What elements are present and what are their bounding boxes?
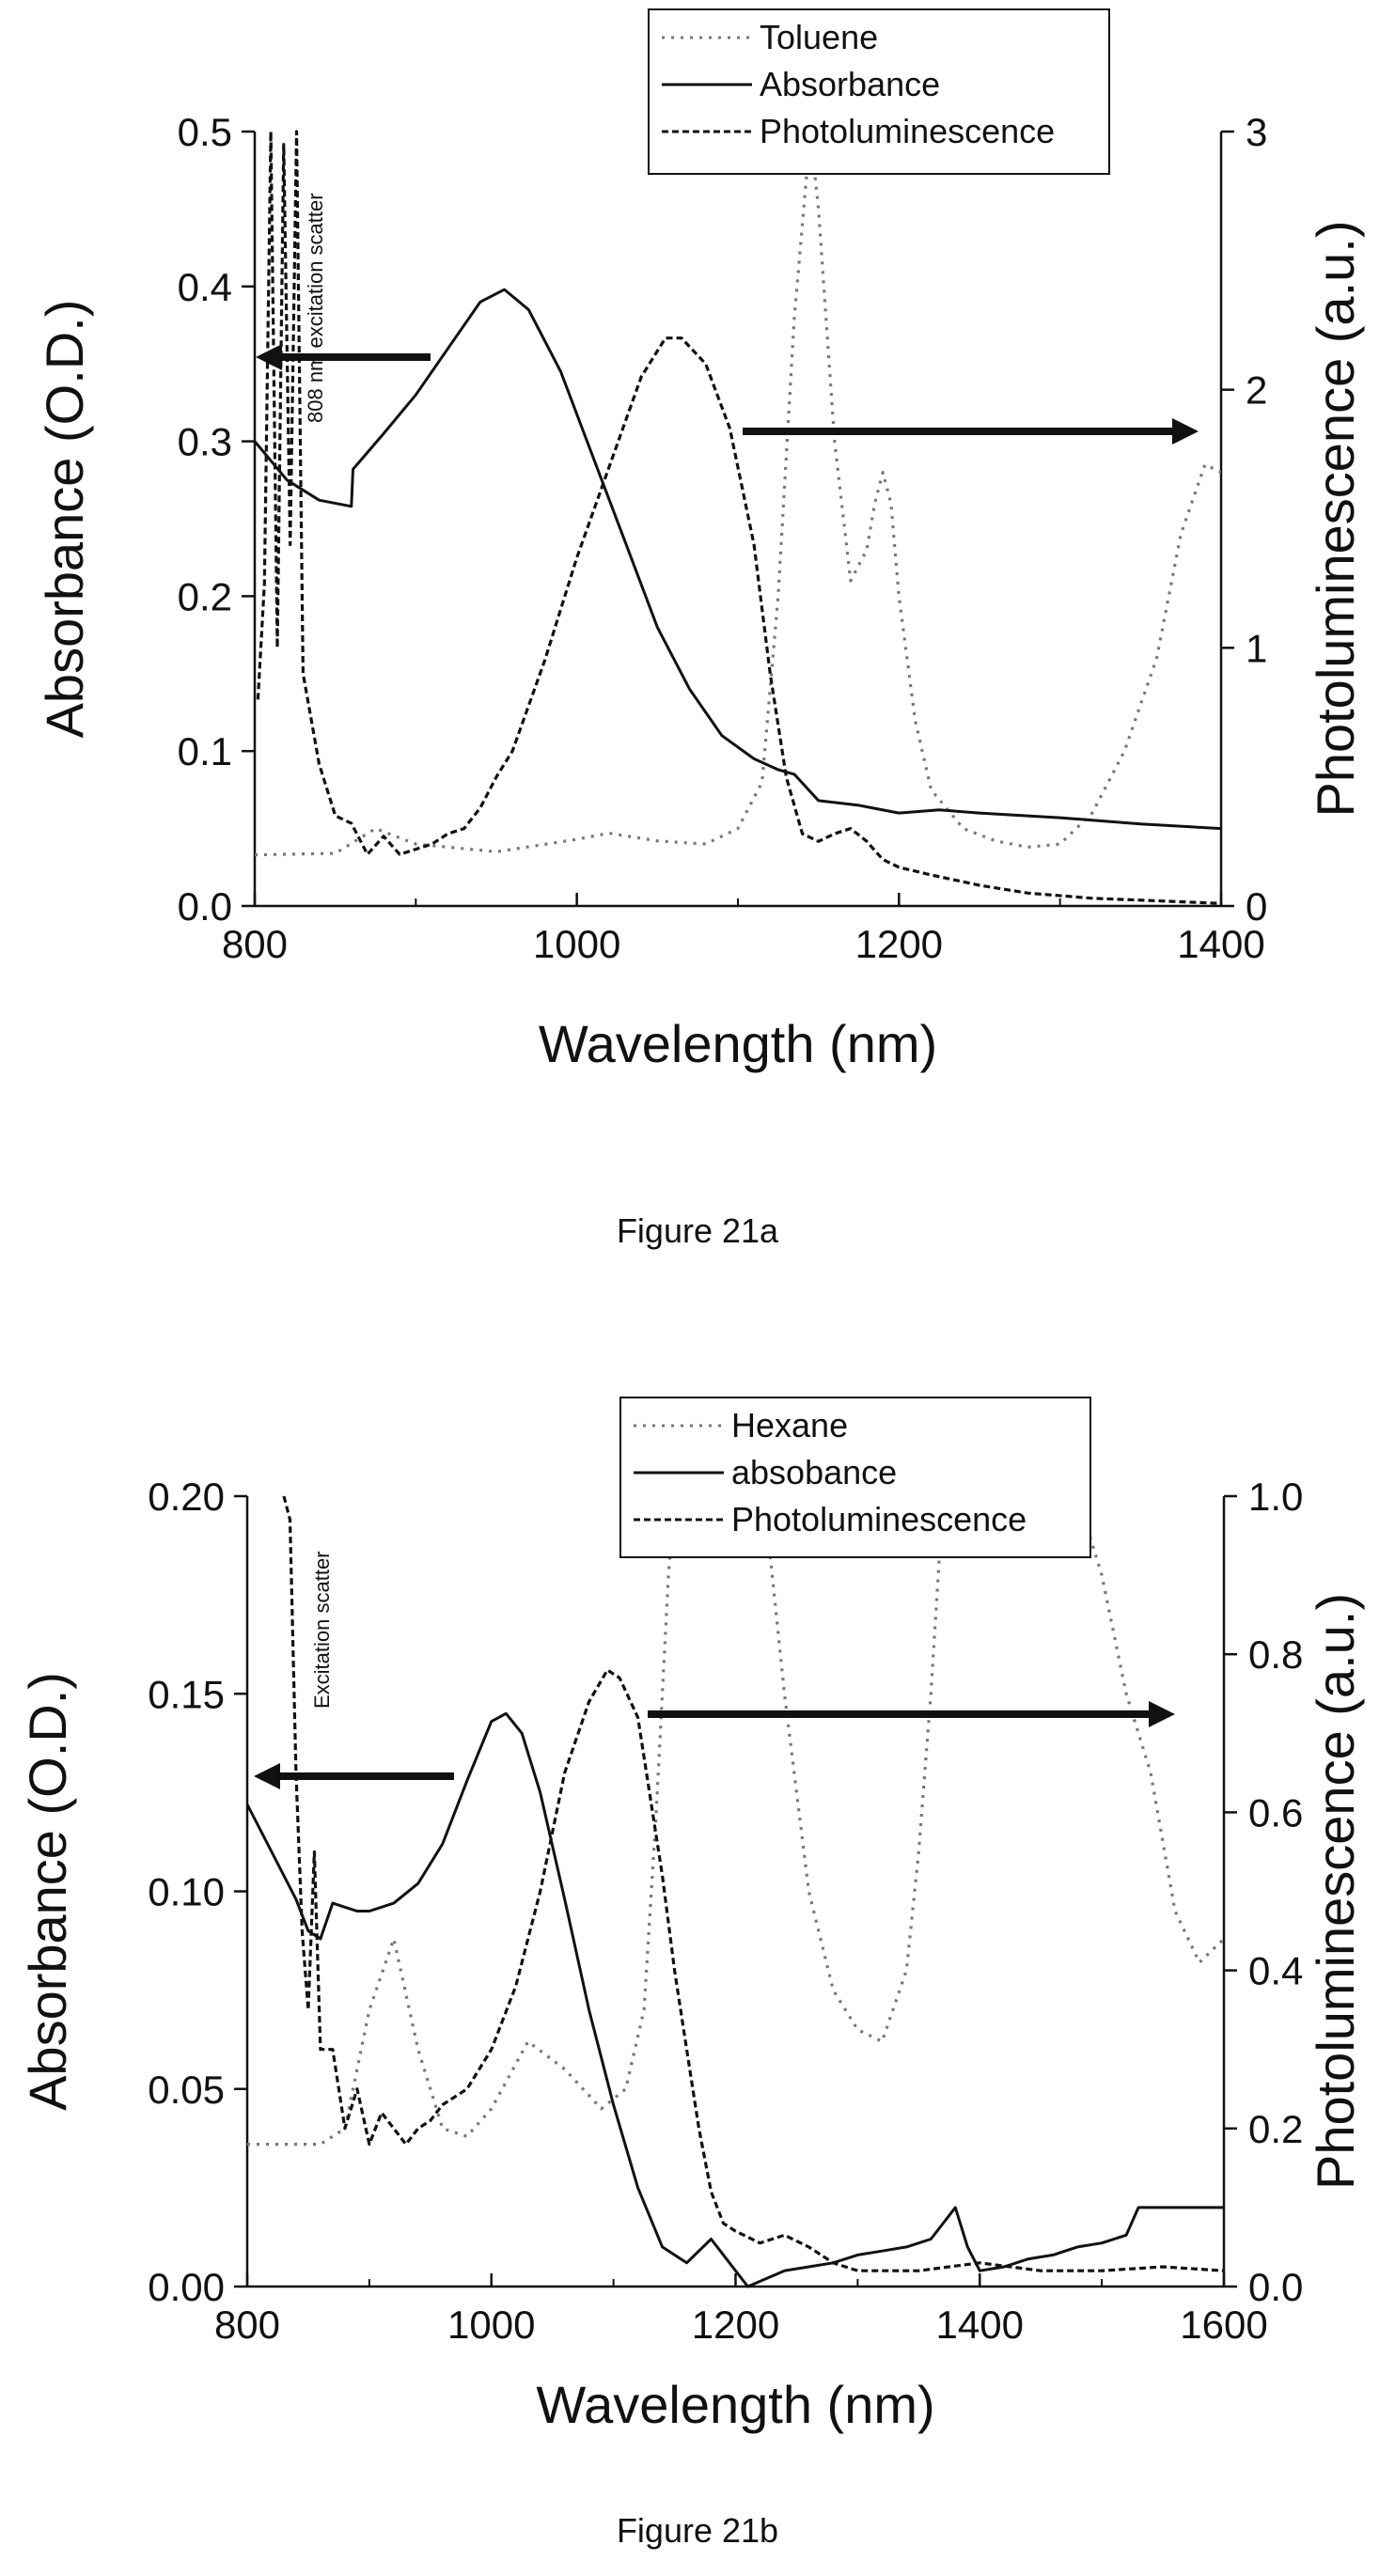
arrow-right-axis-head xyxy=(1149,1701,1175,1727)
y-tick-label-left: 0.10 xyxy=(148,1870,225,1914)
y-tick-label-left: 0.20 xyxy=(148,1475,225,1519)
series-line-absorbance xyxy=(255,288,1221,831)
series-line-toluene xyxy=(255,130,1221,857)
legend-label: absobance xyxy=(731,1453,897,1491)
legend-label: Toluene xyxy=(760,18,878,56)
arrow-left-axis-head xyxy=(254,1763,280,1789)
legend-label: Absorbance xyxy=(760,65,940,103)
chart-figure-21b: 800 1000 1200 1400 1600 0.00 0.05 0.10 0.15 0.20 0… xyxy=(18,1397,1365,2550)
series-group xyxy=(255,130,1221,905)
y-tick-label-left: 0.05 xyxy=(148,2068,225,2112)
series-group xyxy=(247,1494,1224,2288)
y-tick-label-right: 0.6 xyxy=(1248,1790,1303,1834)
x-axis-label: Wavelength (nm) xyxy=(536,2375,934,2434)
x-tick-label: 1400 xyxy=(1177,922,1264,966)
legend-label: Photoluminescence xyxy=(760,112,1055,150)
arrow-right-axis-head xyxy=(1172,418,1199,445)
figure-caption: Figure 21b xyxy=(617,2511,778,2550)
x-tick-label: 1000 xyxy=(533,922,620,966)
series-line-photoluminescence xyxy=(256,130,1221,905)
series-line-photoluminescence xyxy=(282,1495,1224,2272)
y-tick-label-right: 1 xyxy=(1246,626,1267,670)
figure-caption: Figure 21a xyxy=(617,1211,779,1250)
chart-figure-21a: 800 1000 1200 1400 0.0 0.1 0.2 0.3 0.4 0.5 0 1 2 3 Wav… xyxy=(35,8,1365,1250)
series-line-hexane xyxy=(247,1494,1224,2147)
y-tick-label-right: 0.4 xyxy=(1248,1949,1303,1993)
y-tick-label-left: 0.3 xyxy=(178,420,232,464)
y-tick-label-left: 0.15 xyxy=(148,1672,225,1716)
y-tick-label-right: 0.2 xyxy=(1248,2107,1303,2151)
series-line-absobance xyxy=(247,1711,1224,2288)
x-tick-label: 800 xyxy=(222,922,288,966)
y-tick-label-left: 0.0 xyxy=(178,884,232,929)
legend-label: Hexane xyxy=(731,1406,848,1444)
arrow-left-axis-head xyxy=(256,344,282,370)
y-axis-label-left: Absorbance (O.D.) xyxy=(35,300,94,739)
x-axis-label: Wavelength (nm) xyxy=(539,1014,937,1073)
annotation-excitation-scatter: Excitation scatter xyxy=(310,1551,334,1709)
y-axis-label-left: Absorbance (O.D.) xyxy=(18,1672,77,2111)
x-tick-label: 1200 xyxy=(855,922,943,966)
y-axis-label-right: Photoluminescence (a.u.) xyxy=(1306,1593,1365,2190)
y-tick-label-right: 0.0 xyxy=(1248,2265,1303,2309)
y-tick-label-right: 3 xyxy=(1246,110,1267,154)
y-tick-label-left: 0.4 xyxy=(178,265,232,309)
y-tick-label-right: 1.0 xyxy=(1248,1475,1303,1519)
y-tick-label-left: 0.1 xyxy=(178,729,232,773)
x-tick-label: 800 xyxy=(214,2303,280,2347)
y-tick-label-right: 2 xyxy=(1246,368,1267,413)
y-tick-label-right: 0.8 xyxy=(1248,1632,1303,1677)
x-tick-label: 1200 xyxy=(692,2303,779,2347)
annotation-excitation-scatter: 808 nm excitation scatter xyxy=(304,193,327,423)
y-tick-label-right: 0 xyxy=(1246,884,1267,929)
y-tick-label-left: 0.00 xyxy=(148,2265,225,2309)
x-tick-label: 1000 xyxy=(447,2303,535,2347)
legend-box xyxy=(619,1397,1091,1558)
x-tick-label: 1400 xyxy=(936,2303,1024,2347)
legend-box xyxy=(648,8,1110,175)
y-tick-label-left: 0.2 xyxy=(178,574,232,618)
y-tick-label-left: 0.5 xyxy=(178,110,232,154)
legend-label: Photoluminescence xyxy=(731,1500,1027,1538)
y-axis-label-right: Photoluminescence (a.u.) xyxy=(1306,220,1365,817)
x-tick-label: 1600 xyxy=(1180,2303,1267,2347)
